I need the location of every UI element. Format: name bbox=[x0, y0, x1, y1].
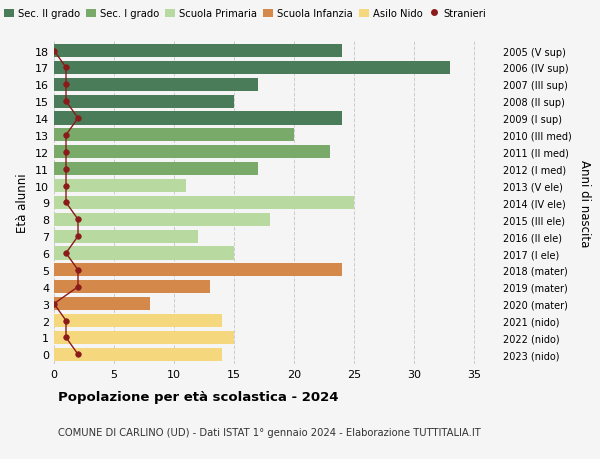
Bar bbox=[54, 297, 150, 311]
Bar bbox=[54, 230, 198, 243]
Bar bbox=[54, 95, 234, 108]
Bar bbox=[54, 78, 258, 92]
Bar bbox=[54, 247, 234, 260]
Text: Popolazione per età scolastica - 2024: Popolazione per età scolastica - 2024 bbox=[58, 390, 339, 403]
Bar bbox=[54, 62, 450, 75]
Bar bbox=[54, 264, 342, 277]
Y-axis label: Anni di nascita: Anni di nascita bbox=[578, 159, 591, 246]
Bar bbox=[54, 196, 354, 209]
Bar bbox=[54, 129, 294, 142]
Bar bbox=[54, 331, 234, 344]
Bar bbox=[54, 146, 330, 159]
Bar bbox=[54, 162, 258, 176]
Bar bbox=[54, 179, 186, 193]
Legend: Sec. II grado, Sec. I grado, Scuola Primaria, Scuola Infanzia, Asilo Nido, Stran: Sec. II grado, Sec. I grado, Scuola Prim… bbox=[4, 9, 486, 19]
Bar bbox=[54, 314, 222, 327]
Bar bbox=[54, 213, 270, 226]
Text: COMUNE DI CARLINO (UD) - Dati ISTAT 1° gennaio 2024 - Elaborazione TUTTITALIA.IT: COMUNE DI CARLINO (UD) - Dati ISTAT 1° g… bbox=[58, 427, 481, 437]
Bar bbox=[54, 112, 342, 125]
Bar bbox=[54, 348, 222, 361]
Y-axis label: Età alunni: Età alunni bbox=[16, 173, 29, 233]
Bar bbox=[54, 280, 210, 294]
Bar bbox=[54, 45, 342, 58]
